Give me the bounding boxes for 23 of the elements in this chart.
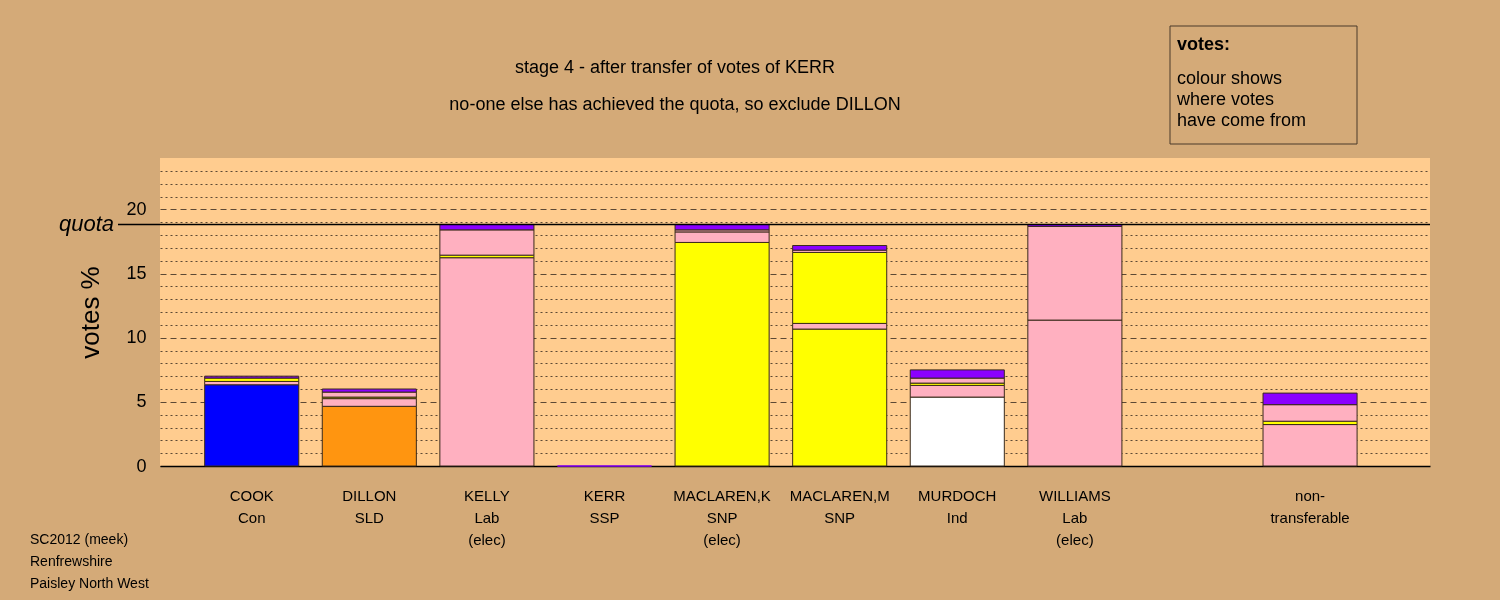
y-tick-label: 5 — [136, 391, 147, 412]
y-tick-label: 15 — [126, 263, 147, 283]
text: Paisley North West — [30, 575, 149, 591]
x-tick-label: DILLON SLD — [342, 486, 397, 526]
x-tick-label: non- transferable — [1270, 486, 1350, 526]
x-tick-label: COOK Con — [229, 486, 274, 526]
ref-line-label: quota — [58, 211, 114, 237]
chart-subtitle: no-one else has achieved the quota, so exclude DILLON — [449, 94, 901, 114]
y-tick-label: 0 — [136, 455, 147, 476]
y-tick-label: 10 — [126, 327, 147, 348]
x-tick-label: WILLIAMS Lab (elec) — [1039, 486, 1111, 548]
x-tick-label: KELLY Lab (elec) — [464, 486, 510, 548]
x-tick-label: KERR SSP — [583, 486, 626, 526]
chart-title: stage 4 - after transfer of votes of KERR — [514, 57, 836, 77]
y-axis-title: votes % — [75, 266, 106, 359]
x-tick-label: MACLAREN,K SNP (elec) — [673, 486, 771, 548]
text: SC2012 (meek) — [30, 531, 129, 547]
text: votes: — [1177, 34, 1231, 54]
y-tick-label: 20 — [126, 198, 147, 219]
x-tick-label: MACLAREN,M SNP — [789, 486, 890, 526]
text: colour shows where votes have come from — [1176, 68, 1307, 130]
x-tick-label: MURDOCH Ind — [918, 486, 997, 526]
text: Renfrewshire — [30, 553, 113, 569]
